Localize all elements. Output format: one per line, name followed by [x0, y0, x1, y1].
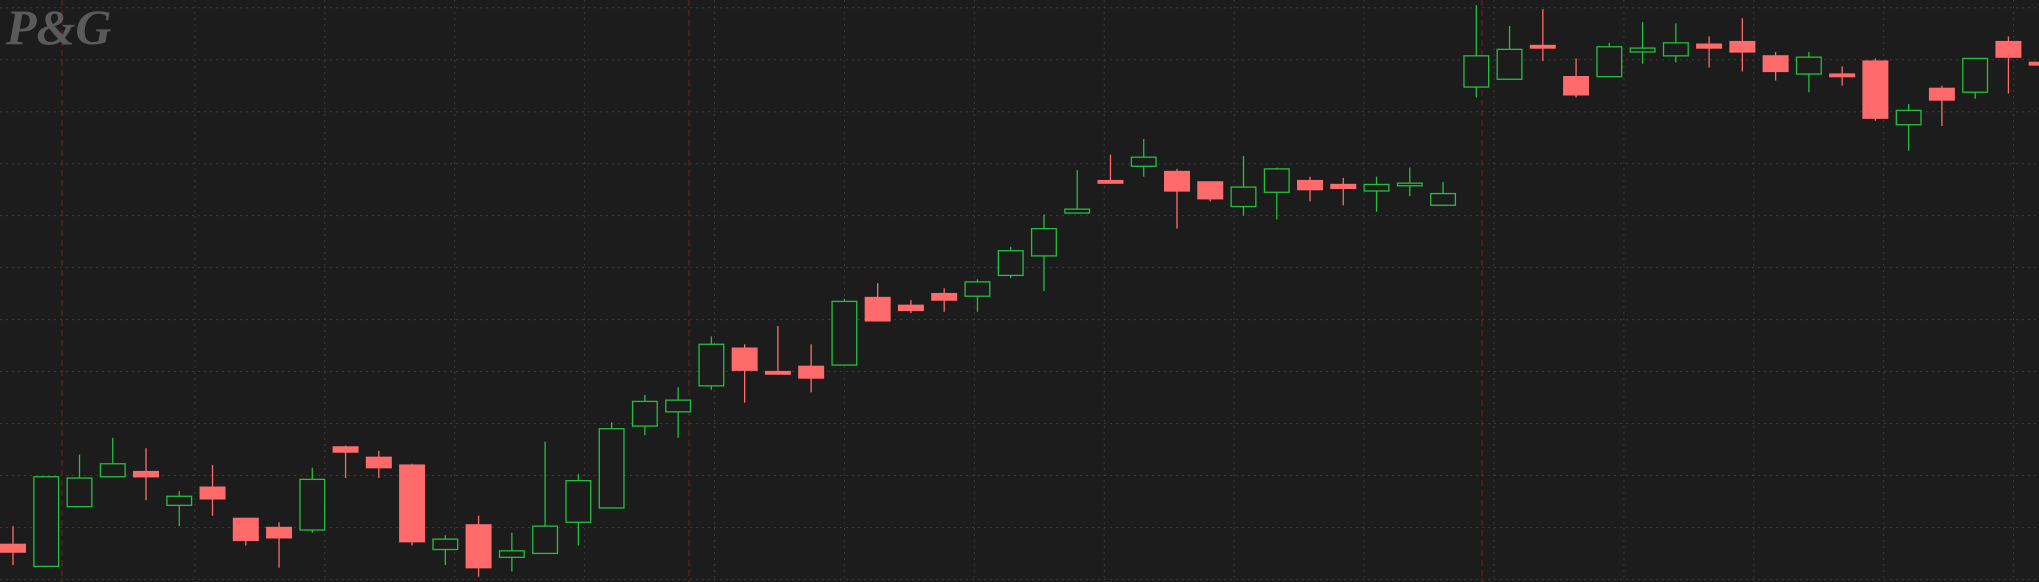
vertical-grid [194, 0, 2015, 582]
candle-body [1962, 57, 1989, 93]
candle-body [266, 526, 293, 539]
candle-body [1163, 170, 1190, 192]
candle-body [199, 486, 226, 500]
candle-body [33, 476, 60, 568]
candle-body [1729, 40, 1756, 53]
candle-body [365, 456, 392, 469]
candle-body [1463, 55, 1490, 88]
candle-body [698, 343, 725, 387]
candle-body [1130, 156, 1157, 167]
candle-body [1829, 73, 1856, 78]
candle-body [166, 495, 193, 507]
candle-body [598, 428, 625, 509]
candle-body [1064, 208, 1091, 214]
candle-body [665, 399, 692, 413]
candle-body [1995, 40, 2022, 58]
candle-body [1263, 168, 1290, 193]
candle-body [1862, 60, 1889, 119]
candle-body [133, 470, 160, 478]
candle-body [465, 524, 492, 569]
candle-body [964, 281, 991, 297]
candle-body [798, 365, 825, 379]
candle-body [1662, 42, 1689, 57]
candle-body [931, 292, 958, 301]
candle-body [1430, 192, 1457, 206]
candle-body [1629, 47, 1656, 53]
candle-body [432, 538, 459, 551]
candle-body [1895, 109, 1922, 126]
candle-body [1563, 75, 1590, 96]
candle-body [997, 250, 1024, 277]
candle-body [299, 478, 326, 531]
candle-body [731, 347, 758, 371]
candle-body [1230, 186, 1257, 208]
candle-body [2028, 61, 2039, 66]
candle-body [764, 370, 791, 375]
candle-body [631, 400, 658, 427]
candle-body [565, 480, 592, 523]
candle-body [1596, 46, 1623, 78]
candle-body [1030, 227, 1057, 257]
candle-body [232, 517, 259, 542]
candle-body [498, 550, 525, 558]
candle-body [332, 446, 359, 453]
candle-body [1297, 179, 1324, 191]
candle-body [1197, 181, 1224, 200]
logo: P&G [5, 0, 112, 55]
candle-body [532, 525, 559, 555]
candle-body [99, 463, 126, 478]
candle-body [1496, 48, 1523, 80]
candle-body [864, 296, 891, 322]
candle-body [1396, 182, 1423, 187]
candle-body [1928, 87, 1955, 101]
candle-body [1529, 44, 1556, 49]
candle-body [1762, 55, 1789, 73]
candle-body [897, 304, 924, 312]
candle-body [399, 464, 426, 543]
candle-body [831, 300, 858, 366]
candle-body [0, 543, 26, 553]
period-separators [61, 0, 1483, 582]
candle-body [66, 477, 93, 508]
candle-body [1795, 56, 1822, 75]
candle-body [1696, 43, 1723, 49]
candle-body [1097, 179, 1124, 184]
candle-body [1363, 183, 1390, 192]
candle-body [1330, 183, 1357, 190]
